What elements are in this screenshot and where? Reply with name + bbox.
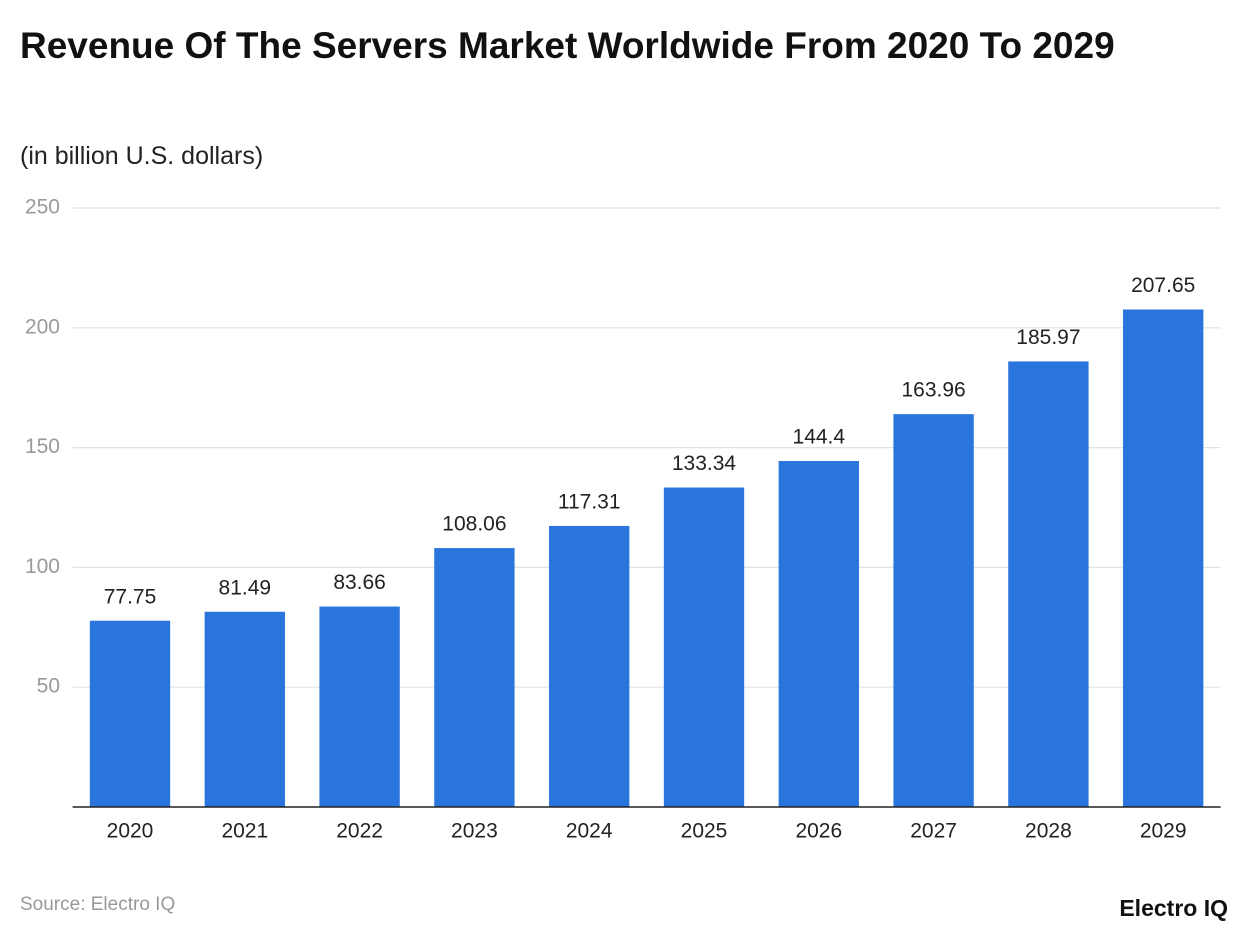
bar	[89, 620, 171, 807]
value-label: 133.34	[672, 452, 737, 475]
value-label: 185.97	[1016, 326, 1080, 349]
chart-subtitle: (in billion U.S. dollars)	[20, 142, 264, 170]
bar	[778, 461, 859, 807]
y-tick-label: 150	[25, 435, 60, 458]
source: Source: Electro IQ	[20, 894, 175, 915]
y-tick-label: 100	[25, 555, 60, 578]
x-tick-label: 2023	[451, 820, 498, 843]
x-tick-label: 2025	[681, 820, 728, 843]
brand-logo: Electro IQ	[1119, 895, 1228, 921]
bar	[1008, 361, 1089, 807]
x-tick-label: 2026	[795, 820, 842, 843]
value-label: 207.65	[1131, 274, 1195, 297]
value-label: 163.96	[901, 379, 965, 402]
bar	[549, 525, 630, 807]
bar	[434, 548, 515, 807]
y-tick-label: 200	[25, 315, 60, 338]
bar	[893, 414, 974, 807]
bar	[1123, 309, 1204, 807]
x-tick-label: 2021	[221, 820, 268, 843]
bar	[663, 487, 745, 807]
y-tick-label: 50	[37, 675, 60, 698]
value-label: 77.75	[104, 585, 157, 608]
value-label: 108.06	[442, 513, 506, 536]
y-tick-label: 250	[25, 196, 60, 219]
value-label: 83.66	[333, 571, 386, 594]
x-tick-label: 2022	[336, 820, 383, 843]
x-tick-label: 2024	[566, 820, 613, 843]
x-tick-label: 2028	[1025, 820, 1072, 843]
x-tick-label: 2027	[910, 820, 957, 843]
x-tick-label: 2020	[107, 820, 154, 843]
value-label: 117.31	[558, 490, 621, 513]
bar	[204, 611, 285, 807]
bar	[319, 606, 400, 807]
value-label: 81.49	[219, 576, 272, 599]
x-tick-label: 2029	[1140, 820, 1187, 843]
value-label: 144.4	[793, 426, 846, 449]
chart-title: Revenue Of The Servers Market Worldwide …	[20, 25, 1115, 66]
